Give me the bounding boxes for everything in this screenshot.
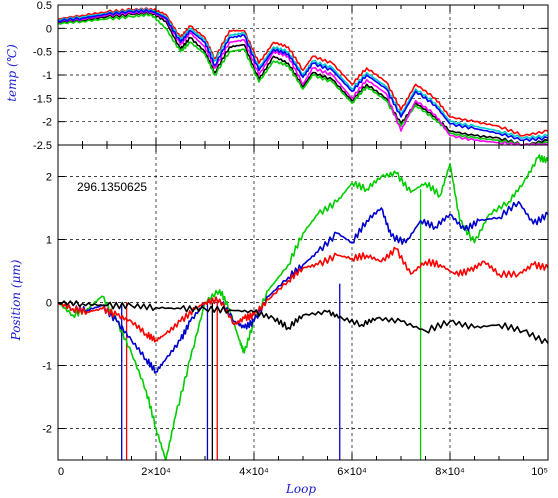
temperature-series-line-1 (57, 11, 549, 146)
temperature-y-tick-label: -0.5 (33, 47, 52, 59)
temperature-y-tick-label: -1 (42, 70, 52, 82)
position-y-tick-label: -2 (42, 424, 52, 436)
position-y-tick-label: 2 (46, 172, 52, 184)
temperature-panel: 0.5 0 -0.5 -1 -1.5 -2 -2.5 temp (℃) (5, 0, 549, 152)
loop-axis-title: Loop (285, 482, 316, 496)
temperature-ticks: 0.5 0 -0.5 -1 -1.5 -2 -2.5 (33, 0, 549, 152)
temperature-axis-title: temp (℃) (5, 44, 19, 102)
temperature-series-line-5 (57, 7, 549, 140)
temperature-series-line-4 (57, 9, 549, 146)
position-x-tick-label: 0 (58, 466, 64, 478)
position-y-tick-label: -1 (42, 361, 52, 373)
position-series-line-2 (57, 200, 549, 374)
position-spikes (121, 189, 422, 460)
position-y-tick-label: 0 (46, 298, 52, 310)
position-x-tick-label: 10⁵ (531, 466, 548, 478)
temperature-series-line-3 (57, 13, 549, 146)
temperature-y-tick-label: -2.5 (33, 140, 52, 152)
position-panel: 2 1 0 -1 -2 0 2×10⁴ 4×10⁴ 6×10⁴ 8×10⁴ 10⁵ 296.1350… (9, 144, 549, 496)
position-series-line-1 (57, 154, 549, 461)
position-series-line-3 (57, 246, 549, 343)
position-x-tick-label: 6×10⁴ (337, 466, 367, 478)
position-series (57, 154, 549, 461)
position-x-tick-label: 8×10⁴ (435, 466, 465, 478)
temperature-y-tick-label: -1.5 (33, 93, 52, 105)
temperature-y-tick-label: -2 (42, 117, 52, 129)
position-grid (58, 145, 548, 460)
temperature-y-tick-label: 0 (46, 23, 52, 35)
position-y-tick-label: 1 (46, 235, 52, 247)
position-x-tick-label: 4×10⁴ (239, 466, 269, 478)
temperature-series-line-6 (57, 8, 549, 142)
temperature-series (57, 7, 549, 146)
temperature-series-line-2 (57, 7, 549, 137)
position-ticks: 2 1 0 -1 -2 0 2×10⁴ 4×10⁴ 6×10⁴ 8×10⁴ 10⁵ (42, 145, 549, 478)
run-value-annotation: 296.1350625 (77, 180, 147, 194)
position-axis-title: Position (μm) (9, 259, 23, 341)
position-x-tick-label: 2×10⁴ (141, 466, 171, 478)
temperature-y-tick-label: 0.5 (37, 0, 52, 12)
position-series-line-4 (57, 300, 549, 345)
